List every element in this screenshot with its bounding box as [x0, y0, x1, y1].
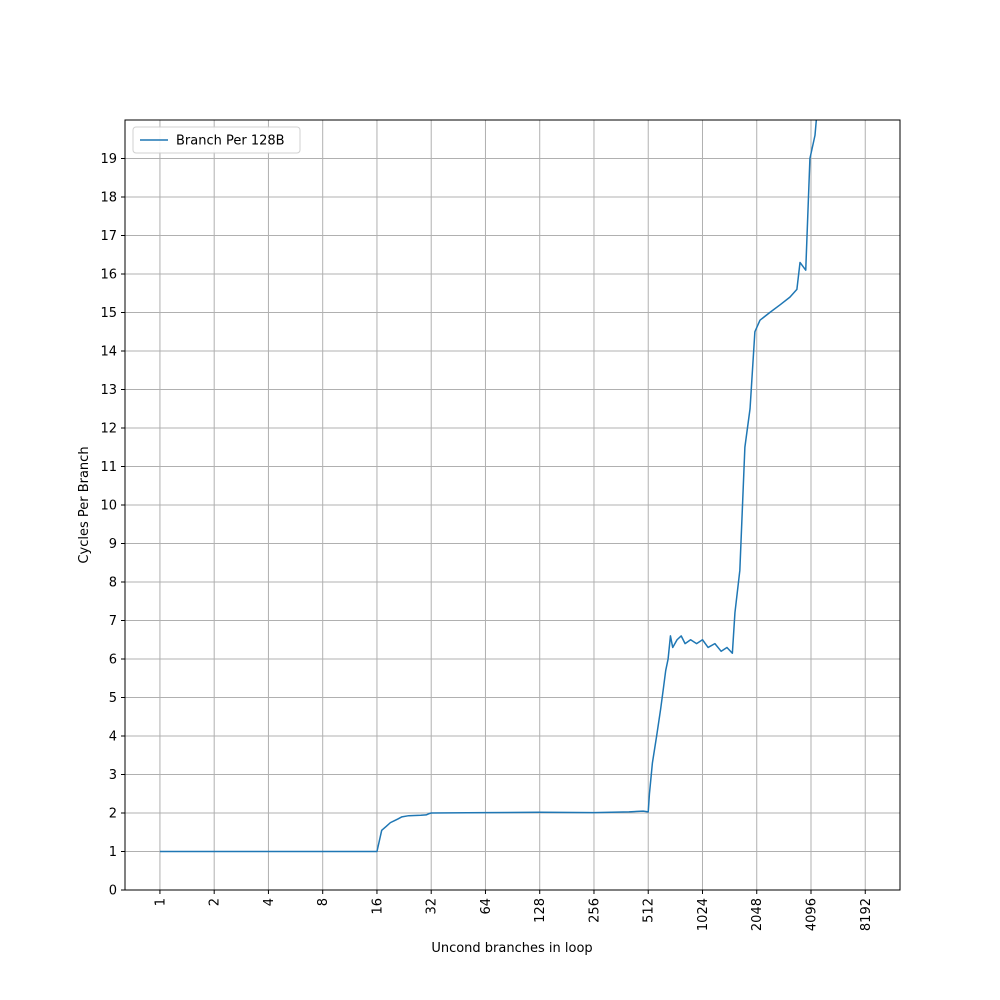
- x-tick-label: 4096: [804, 898, 819, 931]
- y-tick-label: 13: [100, 383, 117, 398]
- plot-frame: [124, 119, 901, 891]
- series-group: [159, 120, 818, 853]
- y-tick-label: 0: [109, 884, 117, 899]
- x-tick-label: 128: [533, 898, 548, 923]
- x-tick-label: 32: [425, 898, 440, 915]
- x-tick-label: 1024: [696, 898, 711, 931]
- y-tick-label: 16: [100, 268, 117, 283]
- y-axis-label: Cycles Per Branch: [77, 446, 92, 563]
- y-tick-label: 2: [109, 807, 117, 822]
- x-tick-label: 512: [642, 898, 657, 923]
- y-tick-label: 1: [109, 845, 117, 860]
- y-tick-label: 17: [100, 229, 117, 244]
- y-tick-label: 19: [100, 152, 117, 167]
- x-tick-label: 8: [316, 898, 331, 906]
- y-tick-label: 9: [109, 537, 117, 552]
- x-tick-label: 2048: [750, 898, 765, 931]
- y-tick-label: 5: [109, 691, 117, 706]
- x-tick-label: 64: [479, 898, 494, 915]
- x-tick-label: 2: [208, 898, 223, 906]
- y-tick-label: 18: [100, 191, 117, 206]
- series-line: [159, 120, 818, 853]
- legend-box: [132, 126, 301, 154]
- y-tick-label: 15: [100, 306, 117, 321]
- y-tick-label: 3: [109, 768, 117, 783]
- legend-label: Branch Per 128B: [176, 134, 285, 149]
- y-tick-label: 6: [109, 653, 117, 668]
- x-tick-label: 16: [370, 898, 385, 915]
- y-tick-label: 7: [109, 614, 117, 629]
- y-tick-label: 10: [100, 499, 117, 514]
- x-axis-label: Uncond branches in loop: [431, 941, 592, 956]
- y-tick-label: 11: [100, 460, 117, 475]
- x-tick-label: 256: [587, 898, 602, 923]
- y-tick-label: 12: [100, 422, 117, 437]
- x-tick-label: 4: [262, 898, 277, 906]
- y-tick-label: 8: [109, 576, 117, 591]
- x-tick-label: 1: [153, 898, 168, 906]
- y-tick-label: 14: [100, 345, 117, 360]
- y-tick-label: 4: [109, 730, 117, 745]
- x-tick-label: 8192: [859, 898, 874, 931]
